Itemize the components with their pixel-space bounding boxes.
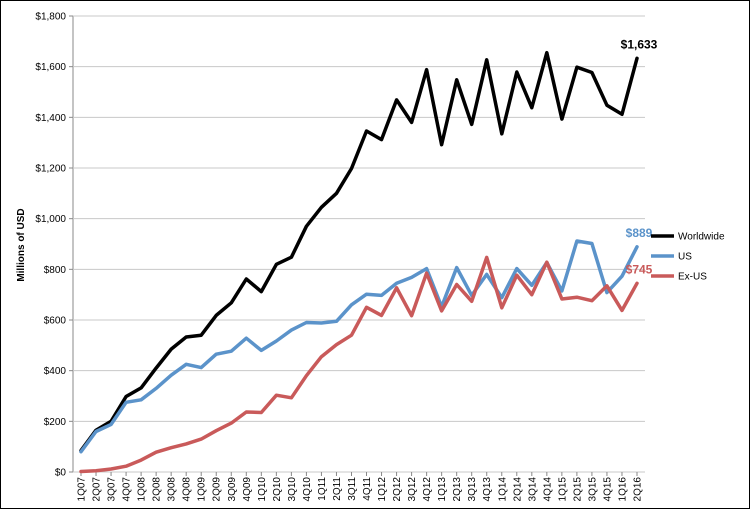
x-tick-label: 3Q12 — [407, 477, 418, 502]
x-tick-label: 1Q09 — [197, 477, 208, 502]
x-tick-label: 2Q14 — [512, 477, 523, 502]
y-tick-label: $400 — [44, 366, 67, 377]
x-tick-label: 3Q07 — [107, 477, 118, 502]
x-tick-label: 3Q14 — [527, 477, 538, 502]
legend-label-worldwide: Worldwide — [678, 232, 725, 243]
y-tick-label: $200 — [44, 417, 67, 428]
x-tick-label: 2Q10 — [272, 477, 283, 502]
x-tick-label: 3Q10 — [287, 477, 298, 502]
x-tick-label: 1Q07 — [77, 477, 88, 502]
legend: Worldwide US Ex-US — [651, 232, 725, 283]
y-tick-label: $1,000 — [35, 214, 66, 225]
series-line-us — [79, 239, 639, 454]
x-tick-label: 2Q08 — [152, 477, 163, 502]
x-tick-label: 1Q14 — [497, 477, 508, 502]
x-tick-label: 3Q08 — [167, 477, 178, 502]
x-tick-label: 4Q11 — [362, 477, 373, 501]
x-tick-label: 1Q16 — [617, 477, 628, 502]
x-tick-label: 2Q09 — [212, 477, 223, 502]
end-labels: $1,633 $889 $745 — [621, 37, 658, 276]
x-tick-label: 4Q15 — [602, 477, 613, 502]
x-tick-label: 4Q10 — [302, 477, 313, 502]
grid-lines — [69, 15, 645, 473]
x-tick-label: 4Q14 — [542, 477, 553, 502]
x-tick-label: 4Q13 — [482, 477, 493, 502]
series-lines — [79, 50, 639, 474]
x-tick-label: 3Q15 — [587, 477, 598, 502]
y-tick-label: $1,600 — [35, 62, 66, 73]
x-tick-label: 1Q13 — [437, 477, 448, 502]
x-tick-label: 3Q09 — [227, 477, 238, 502]
x-tick-label: 1Q08 — [137, 477, 148, 502]
x-tick-label: 4Q08 — [182, 477, 193, 502]
x-tick-label: 4Q07 — [122, 477, 133, 502]
x-tick-label: 2Q13 — [452, 477, 463, 502]
x-tick-label: 2Q11 — [332, 477, 343, 501]
legend-label-ex-us: Ex-US — [678, 272, 707, 283]
series-line-worldwide — [79, 50, 639, 453]
y-tick-label: $1,800 — [35, 12, 66, 23]
y-tick-label: $1,400 — [35, 113, 66, 124]
x-tick-label: 2Q16 — [633, 477, 644, 502]
x-tick-label: 1Q10 — [257, 477, 268, 502]
x-tick-label: 2Q15 — [572, 477, 583, 502]
y-tick-label: $800 — [44, 265, 67, 276]
y-tick-label: $0 — [55, 468, 67, 479]
y-axis-title: Millions of USD — [16, 208, 27, 281]
x-tick-label: 1Q11 — [317, 477, 328, 501]
y-tick-labels: $0 $200 $400 $600 $800 $1,000 $1,200 $1,400 $1,6… — [35, 12, 66, 479]
x-tick-label: 1Q12 — [377, 477, 388, 502]
x-tick-label: 3Q13 — [467, 477, 478, 502]
y-tick-label: $1,200 — [35, 164, 66, 175]
series-line-ex-us — [79, 255, 639, 474]
x-tick-labels: 1Q07 2Q07 3Q07 4Q07 1Q08 2Q08 3Q08 4Q08 1Q09 2Q09… — [77, 472, 644, 501]
x-tick-label: 4Q12 — [422, 477, 433, 502]
x-tick-label: 3Q11 — [347, 477, 358, 501]
x-tick-label: 4Q09 — [242, 477, 253, 502]
legend-label-us: US — [678, 252, 692, 263]
end-label-worldwide: $1,633 — [621, 37, 658, 51]
x-tick-label: 2Q12 — [392, 477, 403, 502]
end-label-ex-us: $745 — [626, 262, 653, 276]
x-tick-label: 2Q07 — [92, 477, 103, 502]
end-label-us: $889 — [626, 226, 653, 240]
y-tick-label: $600 — [44, 316, 67, 327]
x-tick-label: 1Q15 — [557, 477, 568, 502]
